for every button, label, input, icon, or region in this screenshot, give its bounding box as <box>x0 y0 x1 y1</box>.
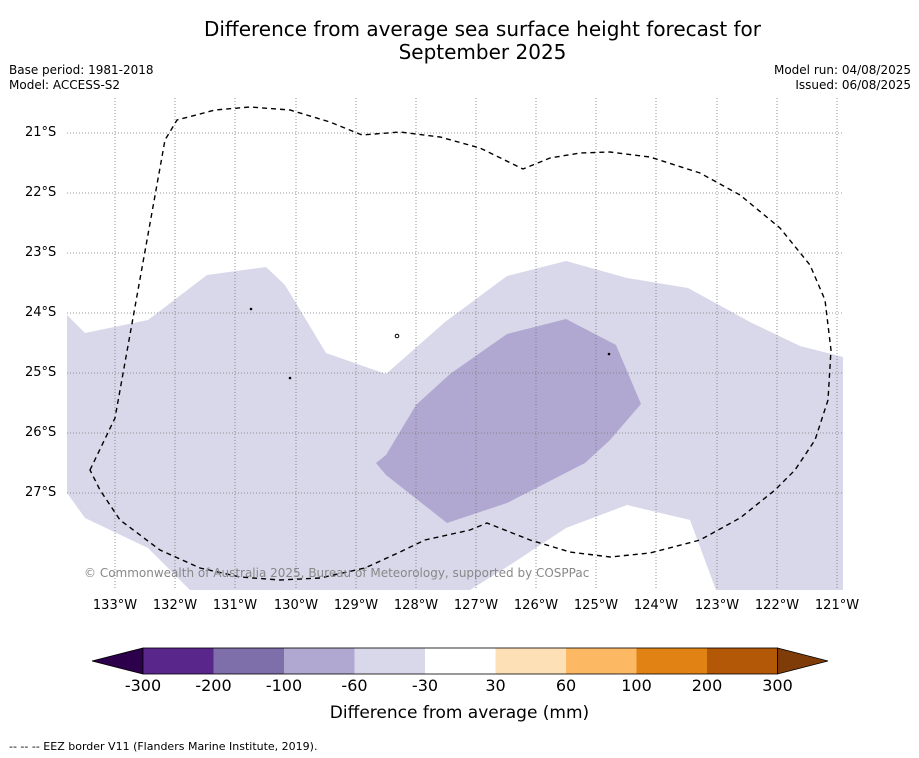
colorbar-bin <box>143 648 214 674</box>
model-run-text: Model run: 04/08/2025 <box>773 63 911 77</box>
meta-right: Model run: 04/08/2025 Issued: 06/08/2025 <box>774 63 911 93</box>
lat-label: 22°S <box>25 185 57 200</box>
copyright-text: © Commonwealth of Australia 2025, Bureau… <box>84 566 590 580</box>
colorbar-tick-label: 60 <box>555 676 577 695</box>
colorbar-tick-label: -60 <box>341 676 368 695</box>
title-line-2: September 2025 <box>398 40 567 64</box>
colorbar-bin <box>284 648 355 674</box>
lon-label: 122°W <box>754 598 800 613</box>
lon-label: 131°W <box>212 598 258 613</box>
colorbar-bin <box>425 648 496 674</box>
island-marker <box>607 352 611 356</box>
gridlines <box>67 98 843 590</box>
colorbar-bin <box>495 648 566 674</box>
lat-label: 26°S <box>25 425 57 440</box>
lon-label: 121°W <box>814 598 860 613</box>
lon-label: 132°W <box>152 598 198 613</box>
lon-label: 129°W <box>333 598 379 613</box>
island-marker <box>288 376 292 380</box>
island-marker <box>249 307 253 311</box>
lat-label: 27°S <box>25 485 57 500</box>
colorbar-tick-label: -30 <box>411 676 439 695</box>
lon-label: 126°W <box>513 598 559 613</box>
colorbar-tick-label: 300 <box>762 676 793 695</box>
lon-label: 124°W <box>633 598 679 613</box>
colorbar-tick-label: 100 <box>621 676 652 695</box>
colorbar-outline <box>142 647 778 675</box>
colorbar-extend-low <box>91 647 144 675</box>
eez-footnote: -- -- -- EEZ border V11 (Flanders Marine… <box>9 740 318 753</box>
base-period-text: Base period: 1981-2018 <box>9 63 154 77</box>
eez-border <box>89 106 832 581</box>
lat-label: 24°S <box>25 305 57 320</box>
colorbar-tick-label: 30 <box>485 676 506 695</box>
model-text: Model: ACCESS-S2 <box>9 78 121 92</box>
lon-label: 128°W <box>393 598 439 613</box>
issued-text: Issued: 06/08/2025 <box>795 78 911 92</box>
colorbar-label: Difference from average (mm) <box>329 703 590 723</box>
colorbar-bin <box>707 648 778 674</box>
map-title: Difference from average sea surface heig… <box>100 18 865 64</box>
lon-label: 125°W <box>573 598 619 613</box>
colorbar-extend-high <box>777 647 829 675</box>
colorbar-tick-label: -200 <box>195 676 232 695</box>
lon-label: 123°W <box>694 598 740 613</box>
island-marker <box>394 333 400 339</box>
lon-label: 127°W <box>453 598 499 613</box>
colorbar-tick-label: -300 <box>124 676 162 695</box>
colorbar-tick-label: 200 <box>691 676 723 695</box>
colorbar-bin <box>636 648 707 674</box>
islands <box>249 307 611 380</box>
colorbar-tick-label: -100 <box>265 676 303 695</box>
colorbar-bin <box>354 648 425 674</box>
colorbar-bin <box>566 648 637 674</box>
colorbar <box>91 647 829 675</box>
lat-label: 23°S <box>25 245 57 260</box>
anomaly-region-medium <box>376 319 641 523</box>
lon-label: 130°W <box>273 598 319 613</box>
lat-label: 21°S <box>25 125 57 140</box>
meta-left: Base period: 1981-2018 Model: ACCESS-S2 <box>9 63 154 93</box>
lat-label: 25°S <box>25 365 57 380</box>
colorbar-bin <box>213 648 284 674</box>
lon-label: 133°W <box>92 598 138 613</box>
title-line-1: Difference from average sea surface heig… <box>203 17 762 41</box>
